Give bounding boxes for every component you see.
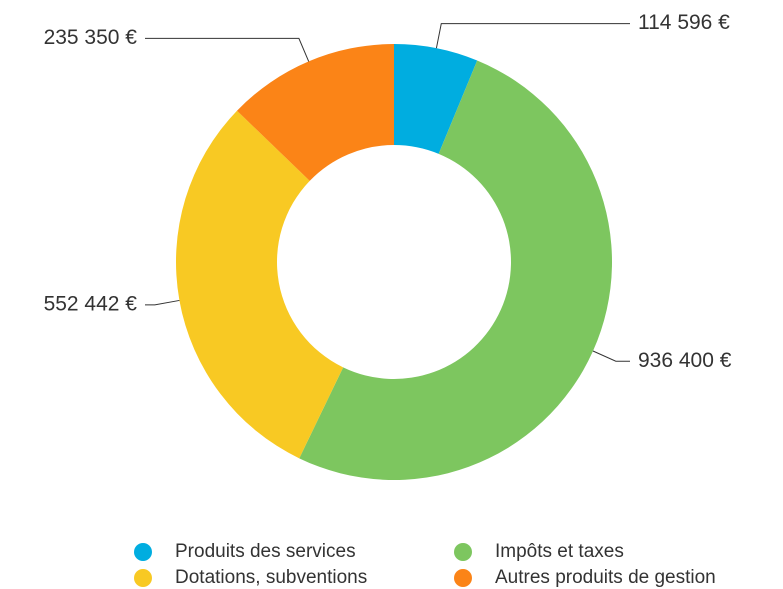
- donut-slice: [176, 110, 344, 459]
- value-label: 114 596 €: [638, 11, 730, 34]
- donut-slice: [394, 44, 478, 154]
- value-label: 235 350 €: [44, 26, 138, 49]
- legend-label: Impôts et taxes: [495, 541, 624, 562]
- legend-swatch: [134, 569, 152, 587]
- legend-swatch: [454, 543, 472, 561]
- value-label: 936 400 €: [638, 349, 732, 372]
- leader-line: [435, 23, 630, 49]
- legend-label: Dotations, subventions: [175, 567, 367, 588]
- donut-slice: [299, 60, 613, 481]
- legend-label: Autres produits de gestion: [495, 567, 716, 588]
- legend-label: Produits des services: [175, 541, 356, 562]
- leader-line: [145, 37, 310, 62]
- leader-line: [145, 299, 180, 306]
- legend-swatch: [454, 569, 472, 587]
- leader-line: [592, 350, 630, 362]
- value-label: 552 442 €: [44, 292, 138, 315]
- legend-swatch: [134, 543, 152, 561]
- donut-slice: [236, 44, 394, 181]
